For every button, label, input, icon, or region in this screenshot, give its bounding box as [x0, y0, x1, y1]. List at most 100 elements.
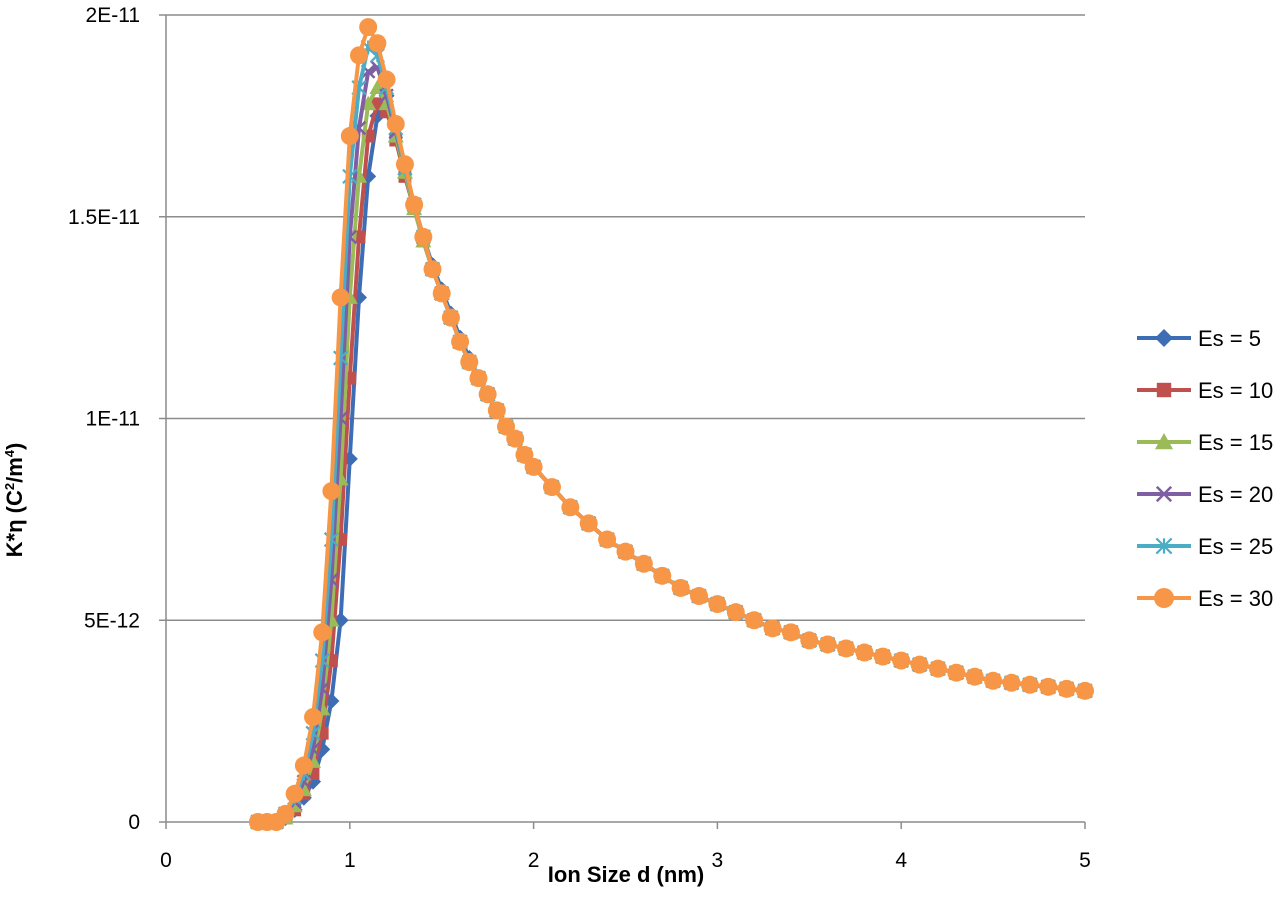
x-tick-label: 5 — [1079, 849, 1091, 872]
data-point — [506, 429, 525, 448]
data-point — [855, 643, 874, 662]
data-point — [1057, 679, 1076, 698]
data-point — [561, 498, 580, 517]
data-point — [1020, 675, 1039, 694]
data-point — [818, 635, 837, 654]
data-point — [708, 595, 727, 614]
data-point — [524, 457, 543, 476]
data-point — [359, 18, 378, 37]
legend: Es = 5 Es = 10 Es = 15 Es = 20 Es = 25 Es = 3… — [1137, 326, 1273, 611]
series — [249, 87, 1093, 830]
data-point — [395, 155, 414, 174]
data-point — [984, 671, 1003, 690]
data-point — [579, 514, 598, 533]
legend-label: Es = 20 — [1198, 482, 1273, 507]
y-tick-label: 0 — [128, 811, 140, 834]
x-tick-label: 0 — [160, 849, 172, 872]
data-point — [965, 667, 984, 686]
data-point — [460, 353, 479, 372]
data-point — [1002, 673, 1021, 692]
data-point — [294, 756, 313, 775]
legend-label: Es = 25 — [1198, 534, 1273, 559]
data-point — [349, 46, 368, 65]
legend-label: Es = 10 — [1198, 378, 1273, 403]
data-point — [1156, 382, 1172, 398]
data-point — [478, 385, 497, 404]
data-point — [386, 114, 405, 133]
data-point — [800, 631, 819, 650]
data-point — [653, 566, 672, 585]
data-point — [1076, 681, 1094, 700]
legend-label: Es = 5 — [1198, 326, 1261, 351]
data-point — [414, 227, 433, 246]
legend-item: Es = 10 — [1137, 378, 1273, 403]
series — [251, 97, 1092, 829]
data-point — [377, 70, 396, 89]
data-point — [1155, 329, 1173, 347]
y-tick-label: 5E-12 — [84, 609, 140, 632]
data-point — [928, 659, 947, 678]
data-point — [313, 623, 332, 642]
x-tick-labels: 0 1 2 3 4 5 — [160, 849, 1091, 872]
legend-item: Es = 20 — [1137, 482, 1273, 507]
axes — [159, 14, 1086, 829]
data-point — [745, 611, 764, 630]
data-point — [598, 530, 617, 549]
data-point — [947, 663, 966, 682]
data-point — [1154, 588, 1174, 608]
series-line — [257, 65, 1086, 824]
data-point — [285, 784, 304, 803]
x-tick-label: 3 — [712, 849, 724, 872]
series — [248, 18, 1094, 831]
data-point — [634, 554, 653, 573]
series-line — [257, 85, 1086, 824]
data-point — [1155, 537, 1173, 555]
data-point — [322, 482, 341, 501]
legend-item: Es = 15 — [1137, 430, 1273, 455]
data-point — [340, 127, 359, 146]
series — [250, 60, 1093, 830]
data-point — [487, 401, 506, 420]
data-point — [726, 603, 745, 622]
legend-item: Es = 25 — [1137, 534, 1273, 559]
data-point — [910, 655, 929, 674]
series-layer — [248, 18, 1094, 831]
data-point — [616, 542, 635, 561]
data-point — [542, 478, 561, 497]
data-point — [837, 639, 856, 658]
data-point — [1155, 485, 1173, 503]
legend-label: Es = 15 — [1198, 430, 1273, 455]
data-point — [441, 308, 460, 327]
data-point — [331, 288, 350, 307]
data-point — [405, 195, 424, 214]
legend-item: Es = 30 — [1137, 586, 1273, 611]
series — [250, 39, 1093, 830]
data-point — [671, 578, 690, 597]
x-axis-title: Ion Size d (nm) — [548, 862, 704, 887]
grid-lines — [166, 14, 1085, 621]
data-point — [690, 587, 709, 606]
series — [249, 79, 1093, 829]
series-line — [257, 93, 1086, 824]
series-line — [257, 45, 1086, 824]
series-line — [257, 101, 1086, 824]
data-point — [276, 804, 295, 823]
data-point — [432, 284, 451, 303]
y-tick-label: 2E-11 — [86, 4, 140, 27]
legend-item: Es = 5 — [1137, 326, 1261, 351]
data-point — [423, 260, 442, 279]
x-tick-label: 1 — [344, 849, 356, 872]
data-point — [1039, 677, 1058, 696]
data-point — [304, 708, 323, 727]
data-point — [451, 332, 470, 351]
legend-label: Es = 30 — [1198, 586, 1273, 611]
data-point — [781, 623, 800, 642]
data-point — [1155, 433, 1173, 450]
y-axis-title: K*η (C2/m4) — [2, 443, 27, 558]
data-point — [892, 651, 911, 670]
x-tick-label: 4 — [895, 849, 907, 872]
x-tick-label: 2 — [528, 849, 540, 872]
data-point — [469, 369, 488, 388]
y-tick-label: 1E-11 — [86, 408, 140, 431]
